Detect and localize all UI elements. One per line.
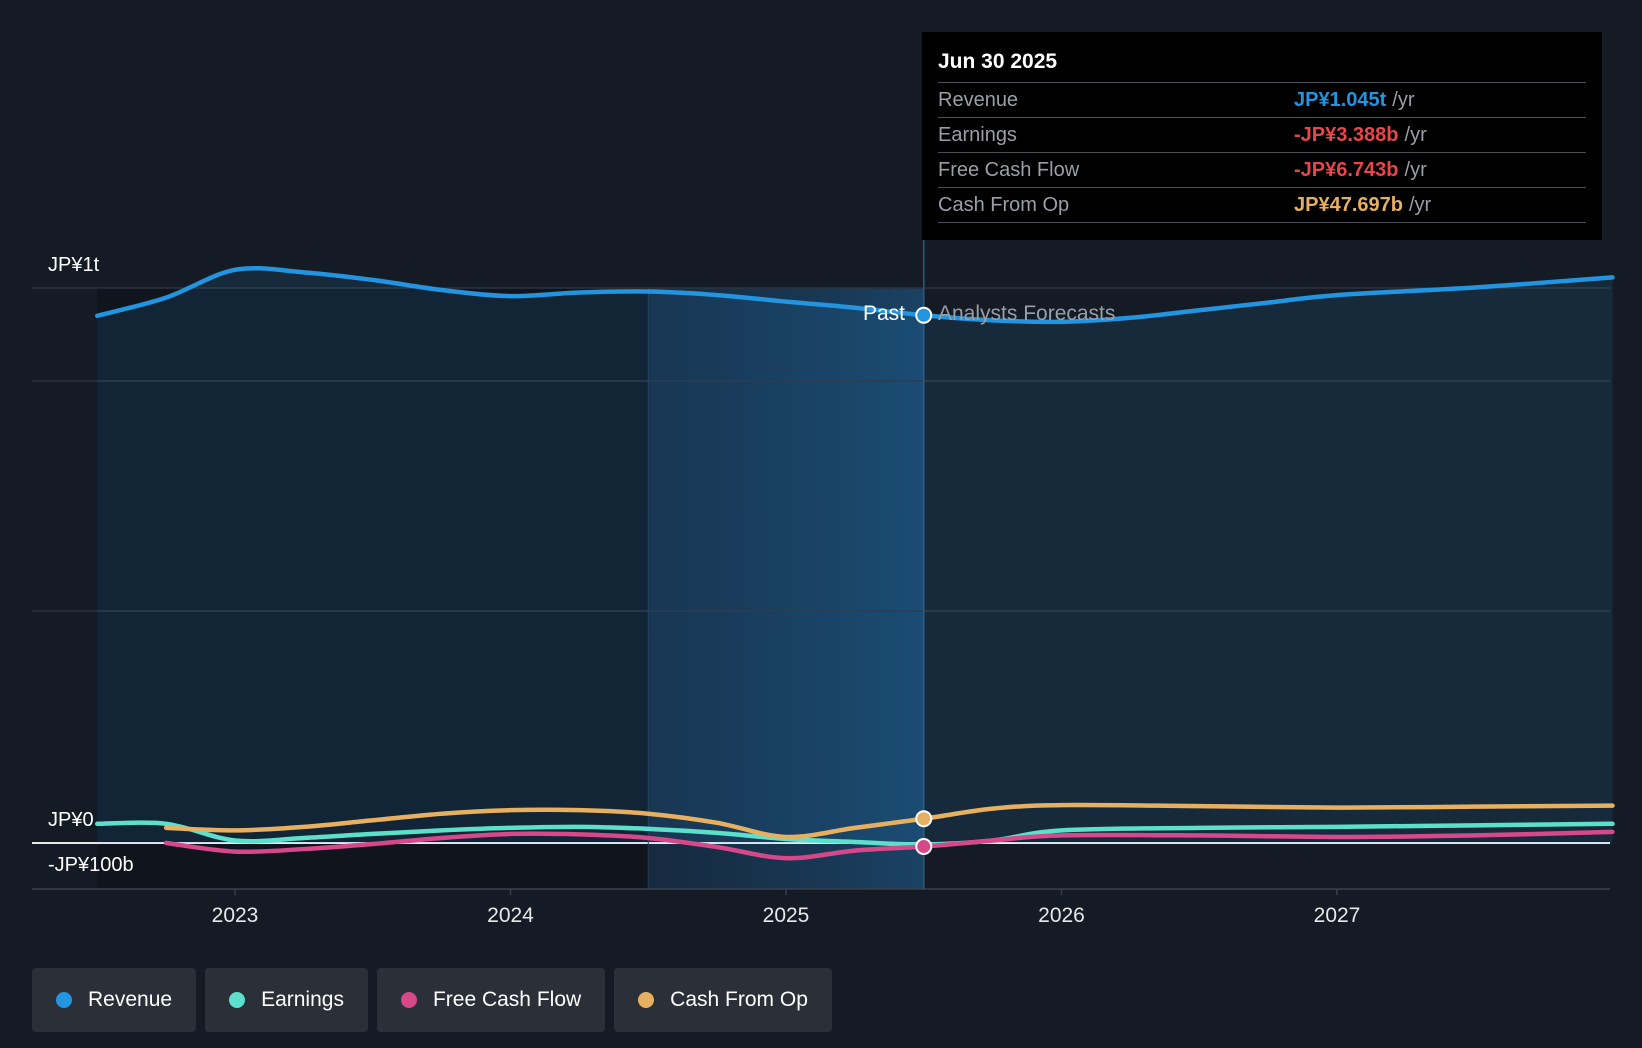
past-label: Past (863, 302, 905, 325)
marker-free-cash-flow[interactable] (915, 838, 933, 856)
x-tick-label: 2027 (1314, 904, 1361, 927)
tooltip-row-name: Revenue (938, 89, 1019, 111)
legend-label: Earnings (261, 988, 344, 1011)
marker-revenue[interactable] (915, 306, 933, 324)
marker-cash-from-op[interactable] (915, 810, 933, 828)
series-line-free-cash-flow (163, 829, 1615, 861)
highlight-region (648, 288, 924, 889)
legend: Revenue Earnings Free Cash Flow Cash Fro… (32, 968, 841, 1032)
legend-item-cash-from-op[interactable]: Cash From Op (614, 968, 832, 1032)
tooltip-row-name: Free Cash Flow (938, 159, 1080, 181)
legend-dot-icon (229, 992, 246, 1008)
legend-label: Free Cash Flow (432, 988, 582, 1011)
tooltip-row-unit: /yr (1408, 194, 1432, 216)
series-line-cash-from-op (163, 802, 1615, 840)
y-label-top: JP¥1t (48, 254, 100, 276)
tooltip-row-unit: /yr (1404, 124, 1427, 146)
tooltip-row-value: -JP¥3.388b (1294, 124, 1399, 146)
x-tick-label: 2024 (487, 904, 534, 927)
legend-item-earnings[interactable]: Earnings (205, 968, 368, 1032)
legend-item-free-cash-flow[interactable]: Free Cash Flow (376, 968, 606, 1032)
legend-item-revenue[interactable]: Revenue (32, 968, 197, 1032)
legend-label: Cash From Op (670, 988, 808, 1011)
x-tick-label: 2025 (763, 904, 810, 927)
tooltip-row-value: -JP¥6.743b (1294, 159, 1399, 181)
legend-dot-icon (638, 992, 655, 1008)
tooltip: Jun 30 2025 Revenue JP¥1.045t /yr Earnin… (922, 32, 1602, 240)
tooltip-row-unit: /yr (1404, 159, 1427, 181)
y-label-bottom: -JP¥100b (48, 854, 134, 876)
tooltip-row-unit: /yr (1392, 89, 1415, 111)
legend-dot-icon (56, 992, 72, 1008)
tooltip-row-revenue: Revenue JP¥1.045t /yr (938, 83, 1586, 118)
tooltip-row-cash-from-op: Cash From Op JP¥47.697b /yr (938, 188, 1586, 223)
revenue-area (97, 268, 1613, 843)
legend-label: Revenue (88, 988, 173, 1011)
forecast-label: Analysts Forecasts (938, 302, 1115, 325)
series-line-earnings (95, 820, 1615, 847)
series-line-revenue (95, 265, 1615, 325)
x-tick-label: 2026 (1038, 904, 1085, 927)
tooltip-row-earnings: Earnings -JP¥3.388b /yr (938, 118, 1586, 153)
tooltip-row-name: Cash From Op (938, 194, 1070, 216)
legend-dot-icon (400, 992, 417, 1008)
y-label-zero: JP¥0 (48, 809, 94, 831)
tooltip-row-value: JP¥47.697b (1294, 194, 1403, 216)
tooltip-row-free-cash-flow: Free Cash Flow -JP¥6.743b /yr (938, 153, 1586, 188)
tooltip-date: Jun 30 2025 (938, 46, 1586, 83)
x-tick-label: 2023 (212, 904, 259, 927)
tooltip-row-value: JP¥1.045t (1294, 89, 1387, 111)
tooltip-row-name: Earnings (938, 124, 1017, 146)
